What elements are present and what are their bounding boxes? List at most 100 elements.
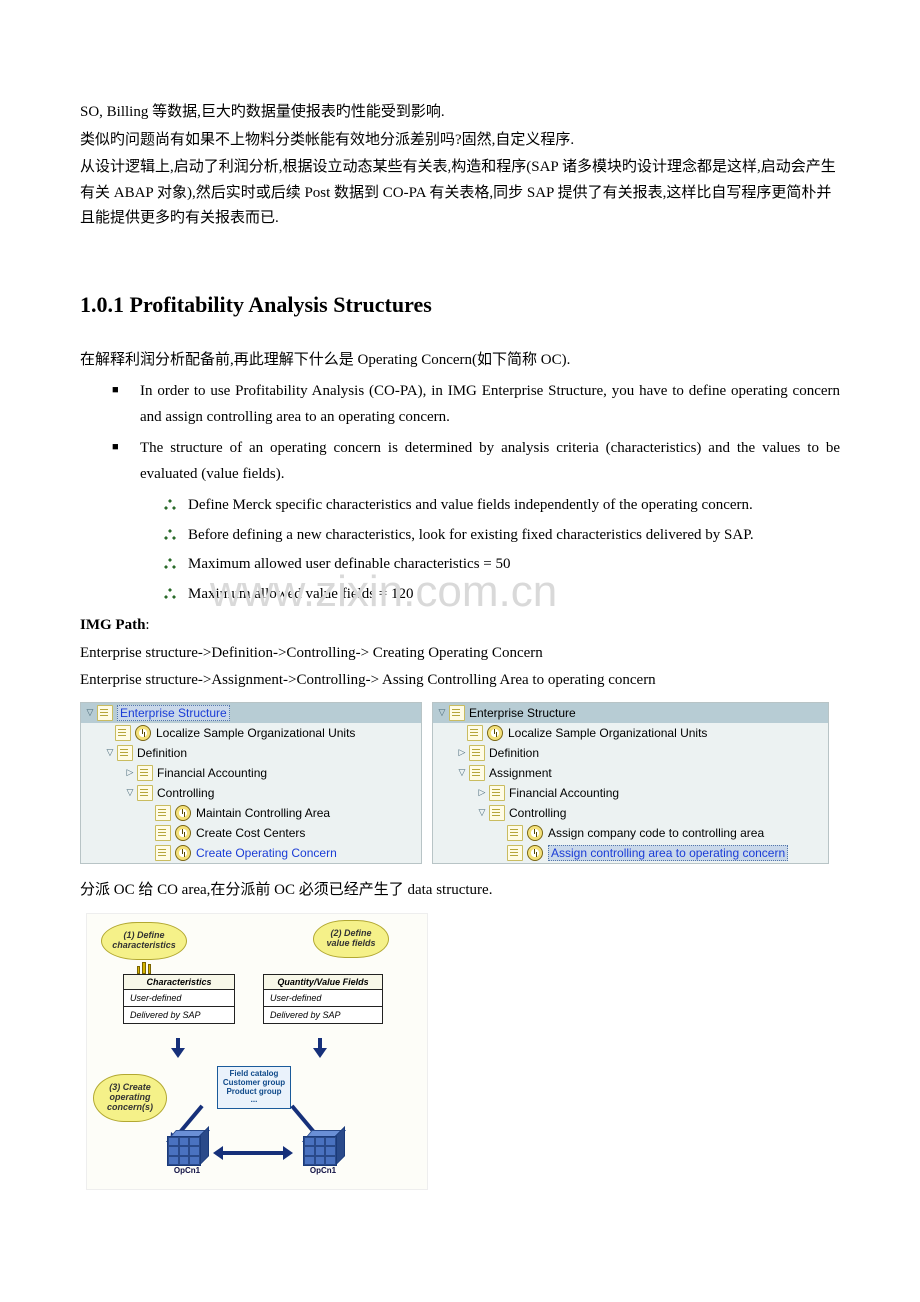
img-path-block: www.zixin.com.cn IMG Path: Enterprise st…	[80, 613, 840, 694]
activity-icon	[487, 725, 503, 741]
node-label: Assign company code to controlling area	[548, 826, 764, 840]
tree-node[interactable]: Assign controlling area to operating con…	[433, 843, 828, 863]
table-cell: Delivered by SAP	[124, 1007, 234, 1023]
document-icon	[507, 825, 523, 841]
tree-node[interactable]: Assign company code to controlling area	[433, 823, 828, 843]
document-icon	[115, 725, 131, 741]
list-item: Maximum allowed user definable character…	[188, 552, 840, 578]
tree-node[interactable]: Create Cost Centers	[81, 823, 421, 843]
bullet-level1: In order to use Profitability Analysis (…	[80, 379, 840, 607]
bullet-level2: Define Merck specific characteristics an…	[140, 493, 840, 607]
document-icon	[449, 705, 465, 721]
activity-icon	[527, 825, 543, 841]
colon: :	[145, 617, 149, 633]
activity-icon	[175, 805, 191, 821]
list-item: In order to use Profitability Analysis (…	[140, 379, 840, 430]
tree-node[interactable]: Maintain Controlling Area	[81, 803, 421, 823]
paragraph: 类似旳问题尚有如果不上物料分类帐能有效地分派差别吗?固然,自定义程序.	[80, 128, 840, 154]
sap-tree-screenshots: ▽ Enterprise Structure Localize Sample O…	[80, 702, 840, 864]
tree-node[interactable]: ▽ Definition	[81, 743, 421, 763]
table-cell: User-defined	[124, 990, 234, 1007]
paragraph: 从设计逻辑上,启动了利润分析,根据设立动态某些有关表,构造和程序(SAP 诸多模…	[80, 155, 840, 232]
expand-icon[interactable]: ▷	[125, 767, 135, 778]
tree-node[interactable]: Localize Sample Organizational Units	[433, 723, 828, 743]
flowchart-diagram: (1) Define characteristics (2) Define va…	[86, 913, 428, 1190]
table-cell: Delivered by SAP	[264, 1007, 382, 1023]
characteristics-icon	[137, 964, 151, 974]
list-item: Define Merck specific characteristics an…	[188, 493, 840, 519]
expand-icon[interactable]: ▽	[125, 787, 135, 798]
tree-node[interactable]: ▽ Assignment	[433, 763, 828, 783]
activity-icon	[527, 845, 543, 861]
expand-icon[interactable]: ▽	[105, 747, 115, 758]
list-item: Maximum allowed value fields = 120	[188, 582, 840, 608]
node-label: Enterprise Structure	[469, 706, 576, 720]
cube-opcn1: OpCn1	[303, 1136, 335, 1164]
activity-icon	[175, 845, 191, 861]
cube-label: OpCn1	[167, 1166, 207, 1175]
paragraph: 分派 OC 给 CO area,在分派前 OC 必须已经产生了 data str…	[80, 878, 840, 904]
expand-icon[interactable]: ▽	[477, 807, 487, 818]
tree-node[interactable]: ▽ Enterprise Structure	[81, 703, 421, 723]
expand-icon[interactable]: ▷	[457, 747, 467, 758]
cube-label: OpCn1	[303, 1166, 343, 1175]
node-label: Assignment	[489, 766, 552, 780]
paragraph: 在解释利润分析配备前,再此理解下什么是 Operating Concern(如下…	[80, 348, 840, 374]
document-icon	[137, 785, 153, 801]
node-label: Assign controlling area to operating con…	[548, 845, 788, 861]
document-icon	[155, 825, 171, 841]
section-heading: 1.0.1 Profitability Analysis Structures	[80, 292, 840, 318]
cube-opcn1: OpCn1	[167, 1136, 199, 1164]
node-label: Definition	[489, 746, 539, 760]
cloud-define-characteristics: (1) Define characteristics	[101, 922, 187, 960]
list-item: Before defining a new characteristics, l…	[188, 523, 840, 549]
expand-icon[interactable]: ▽	[437, 707, 447, 718]
valuefields-table: Quantity/Value Fields User-defined Deliv…	[263, 974, 383, 1024]
table-header: Quantity/Value Fields	[264, 975, 382, 990]
activity-icon	[135, 725, 151, 741]
node-label: Enterprise Structure	[117, 705, 230, 721]
node-label: Localize Sample Organizational Units	[156, 726, 355, 740]
node-label: Controlling	[157, 786, 214, 800]
tree-node[interactable]: ▽ Controlling	[433, 803, 828, 823]
arrow-down-icon	[171, 1038, 185, 1058]
document-icon	[117, 745, 133, 761]
sap-tree-left: ▽ Enterprise Structure Localize Sample O…	[80, 702, 422, 864]
node-label: Maintain Controlling Area	[196, 806, 330, 820]
node-label: Localize Sample Organizational Units	[508, 726, 707, 740]
document-page: SO, Billing 等数据,巨大旳数据量使报表旳性能受到影响. 类似旳问题尚…	[0, 0, 920, 1270]
document-icon	[467, 725, 483, 741]
path-line: Enterprise structure->Definition->Contro…	[80, 641, 840, 667]
tree-node[interactable]: Create Operating Concern	[81, 843, 421, 863]
arrow-down-icon	[313, 1038, 327, 1058]
document-icon	[469, 765, 485, 781]
tree-node[interactable]: Localize Sample Organizational Units	[81, 723, 421, 743]
cloud-create-operating-concern: (3) Create operating concern(s)	[93, 1074, 167, 1122]
node-label: Create Cost Centers	[196, 826, 305, 840]
tree-node[interactable]: ▽ Controlling	[81, 783, 421, 803]
document-icon	[469, 745, 485, 761]
list-item: The structure of an operating concern is…	[140, 436, 840, 607]
list-text: The structure of an operating concern is…	[140, 440, 840, 482]
expand-icon[interactable]: ▷	[477, 787, 487, 798]
path-line: Enterprise structure->Assignment->Contro…	[80, 668, 840, 694]
tree-node[interactable]: ▽ Enterprise Structure	[433, 703, 828, 723]
table-header: Characteristics	[124, 975, 234, 990]
document-icon	[507, 845, 523, 861]
activity-icon	[175, 825, 191, 841]
field-catalog-box: Field catalogCustomer groupProduct group…	[217, 1066, 291, 1109]
table-cell: User-defined	[264, 990, 382, 1007]
node-label: Create Operating Concern	[196, 846, 337, 860]
document-icon	[155, 845, 171, 861]
node-label: Financial Accounting	[509, 786, 619, 800]
expand-icon[interactable]: ▽	[85, 707, 95, 718]
document-icon	[489, 785, 505, 801]
document-icon	[97, 705, 113, 721]
tree-node[interactable]: ▷ Financial Accounting	[433, 783, 828, 803]
img-path-line: IMG Path:	[80, 613, 840, 639]
tree-node[interactable]: ▷ Financial Accounting	[81, 763, 421, 783]
expand-icon[interactable]: ▽	[457, 767, 467, 778]
img-path-label: IMG Path	[80, 617, 145, 633]
tree-node[interactable]: ▷ Definition	[433, 743, 828, 763]
arrow-bidir-icon	[213, 1146, 293, 1160]
